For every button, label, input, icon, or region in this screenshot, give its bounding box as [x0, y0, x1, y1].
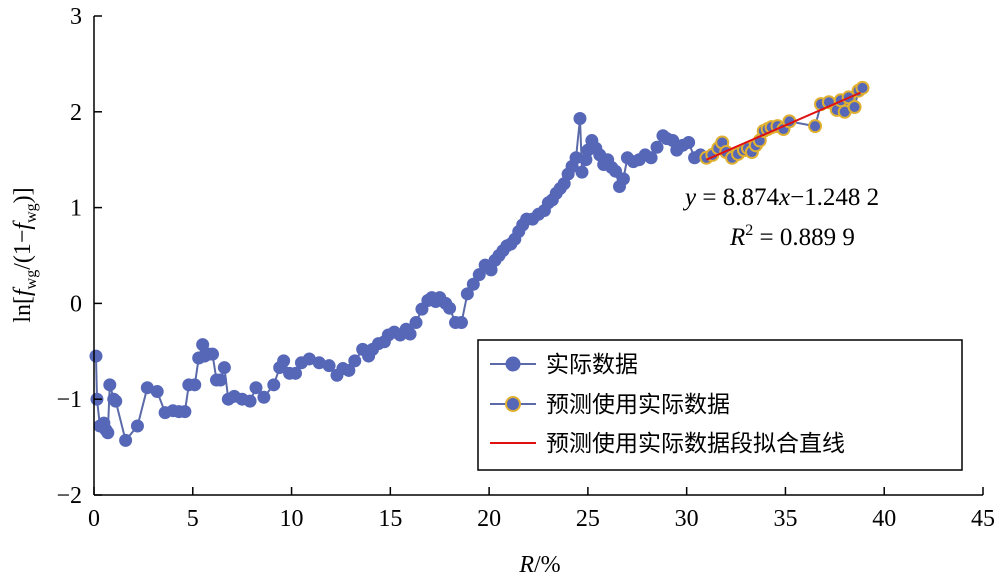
- eq-y: y: [682, 184, 697, 211]
- data-point-actual: [119, 433, 133, 447]
- data-point-actual: [575, 165, 589, 179]
- data-point-actual: [206, 347, 220, 361]
- data-point-predict: [855, 80, 870, 95]
- data-point-actual: [454, 316, 468, 330]
- data-point-actual: [443, 301, 457, 315]
- x-tick-label: 35: [773, 506, 797, 532]
- y-tick-label: −1: [56, 387, 82, 413]
- x-tick-label: 40: [872, 506, 896, 532]
- data-point-actual: [277, 354, 291, 368]
- data-point-actual: [472, 268, 486, 282]
- legend-item-actual: 实际数据: [490, 352, 638, 378]
- eq-x: x: [778, 184, 790, 211]
- y-tick-label: 2: [70, 100, 82, 126]
- legend-marker-predict: [505, 396, 521, 412]
- y-title-sub2: wg: [23, 203, 40, 223]
- legend-marker-actual: [505, 356, 521, 372]
- y-tick-label: 0: [70, 291, 82, 317]
- data-point-actual: [342, 363, 356, 377]
- data-point-actual: [403, 327, 417, 341]
- data-point-actual: [217, 361, 231, 375]
- legend-item-fit: 预测使用实际数据段拟合直线: [490, 431, 845, 457]
- data-point-actual: [213, 373, 227, 387]
- fit-equation: y = 8.874x−1.248 2: [682, 184, 879, 211]
- data-point-actual: [609, 164, 623, 178]
- data-point-actual: [109, 394, 123, 408]
- y-axis-title: ln[fwg/(1−fwg)]: [10, 187, 40, 322]
- x-tick-label: 5: [187, 506, 199, 532]
- data-point-actual: [243, 394, 257, 408]
- y-title-part-2: /(1−: [10, 230, 36, 270]
- legend: 实际数据 预测使用实际数据 预测使用实际数据段拟合直线: [477, 339, 963, 471]
- data-point-actual: [257, 390, 271, 404]
- data-point-actual: [322, 359, 336, 373]
- data-point-actual: [650, 140, 664, 154]
- x-title-unit: /%: [534, 552, 561, 578]
- y-title-part-1: ln[: [10, 296, 36, 323]
- x-tick-label: 20: [477, 506, 501, 532]
- y-tick-label: −2: [56, 483, 82, 509]
- legend-label-fit: 预测使用实际数据段拟合直线: [546, 431, 845, 457]
- y-title-part-3: )]: [10, 187, 36, 203]
- y-title-sub1: wg: [23, 270, 40, 290]
- x-tick-label: 0: [88, 506, 100, 532]
- data-point-actual: [267, 378, 281, 392]
- x-tick-label: 45: [971, 506, 995, 532]
- y-tick-label: 3: [70, 4, 82, 30]
- data-point-actual: [289, 366, 303, 380]
- y-title-f1: f: [10, 286, 36, 296]
- x-axis-title: R/%: [518, 552, 560, 578]
- r2-sup: 2: [745, 222, 753, 239]
- r2-r: R: [729, 224, 745, 251]
- legend-item-predict: 预测使用实际数据: [490, 392, 730, 418]
- x-tick-label: 10: [280, 506, 304, 532]
- data-point-predict: [847, 100, 862, 115]
- plot-area: [89, 80, 870, 447]
- data-point-actual: [103, 378, 117, 392]
- y-tick-label: 1: [70, 196, 82, 222]
- data-point-predict: [808, 119, 823, 134]
- data-point-actual: [188, 378, 202, 392]
- data-point-actual: [348, 354, 362, 368]
- y-title-f2: f: [10, 220, 36, 230]
- eq-mid: = 8.874: [696, 184, 779, 211]
- legend-box: [477, 339, 963, 471]
- data-point-actual: [101, 426, 115, 440]
- x-tick-label: 15: [378, 506, 402, 532]
- data-point-actual: [616, 172, 630, 186]
- x-title-r: R: [518, 552, 534, 578]
- data-point-actual: [460, 287, 474, 301]
- legend-label-predict: 预测使用实际数据: [546, 392, 730, 418]
- x-tick-label: 25: [576, 506, 600, 532]
- data-point-actual: [682, 135, 696, 149]
- fit-r-squared: R2 = 0.889 9: [729, 222, 855, 251]
- data-point-actual: [573, 112, 587, 126]
- data-point-actual: [178, 405, 192, 419]
- data-point-actual: [409, 316, 423, 330]
- x-tick-label: 30: [675, 506, 699, 532]
- data-point-actual: [249, 381, 263, 395]
- legend-label-actual: 实际数据: [546, 352, 638, 378]
- eq-tail: −1.248 2: [790, 184, 879, 211]
- data-point-actual: [466, 277, 480, 291]
- data-point-actual: [130, 419, 144, 433]
- data-point-actual: [644, 151, 658, 165]
- data-point-actual: [150, 385, 164, 399]
- data-point-actual: [89, 349, 103, 363]
- r2-tail: = 0.889 9: [753, 224, 855, 251]
- fit-line: [706, 91, 861, 161]
